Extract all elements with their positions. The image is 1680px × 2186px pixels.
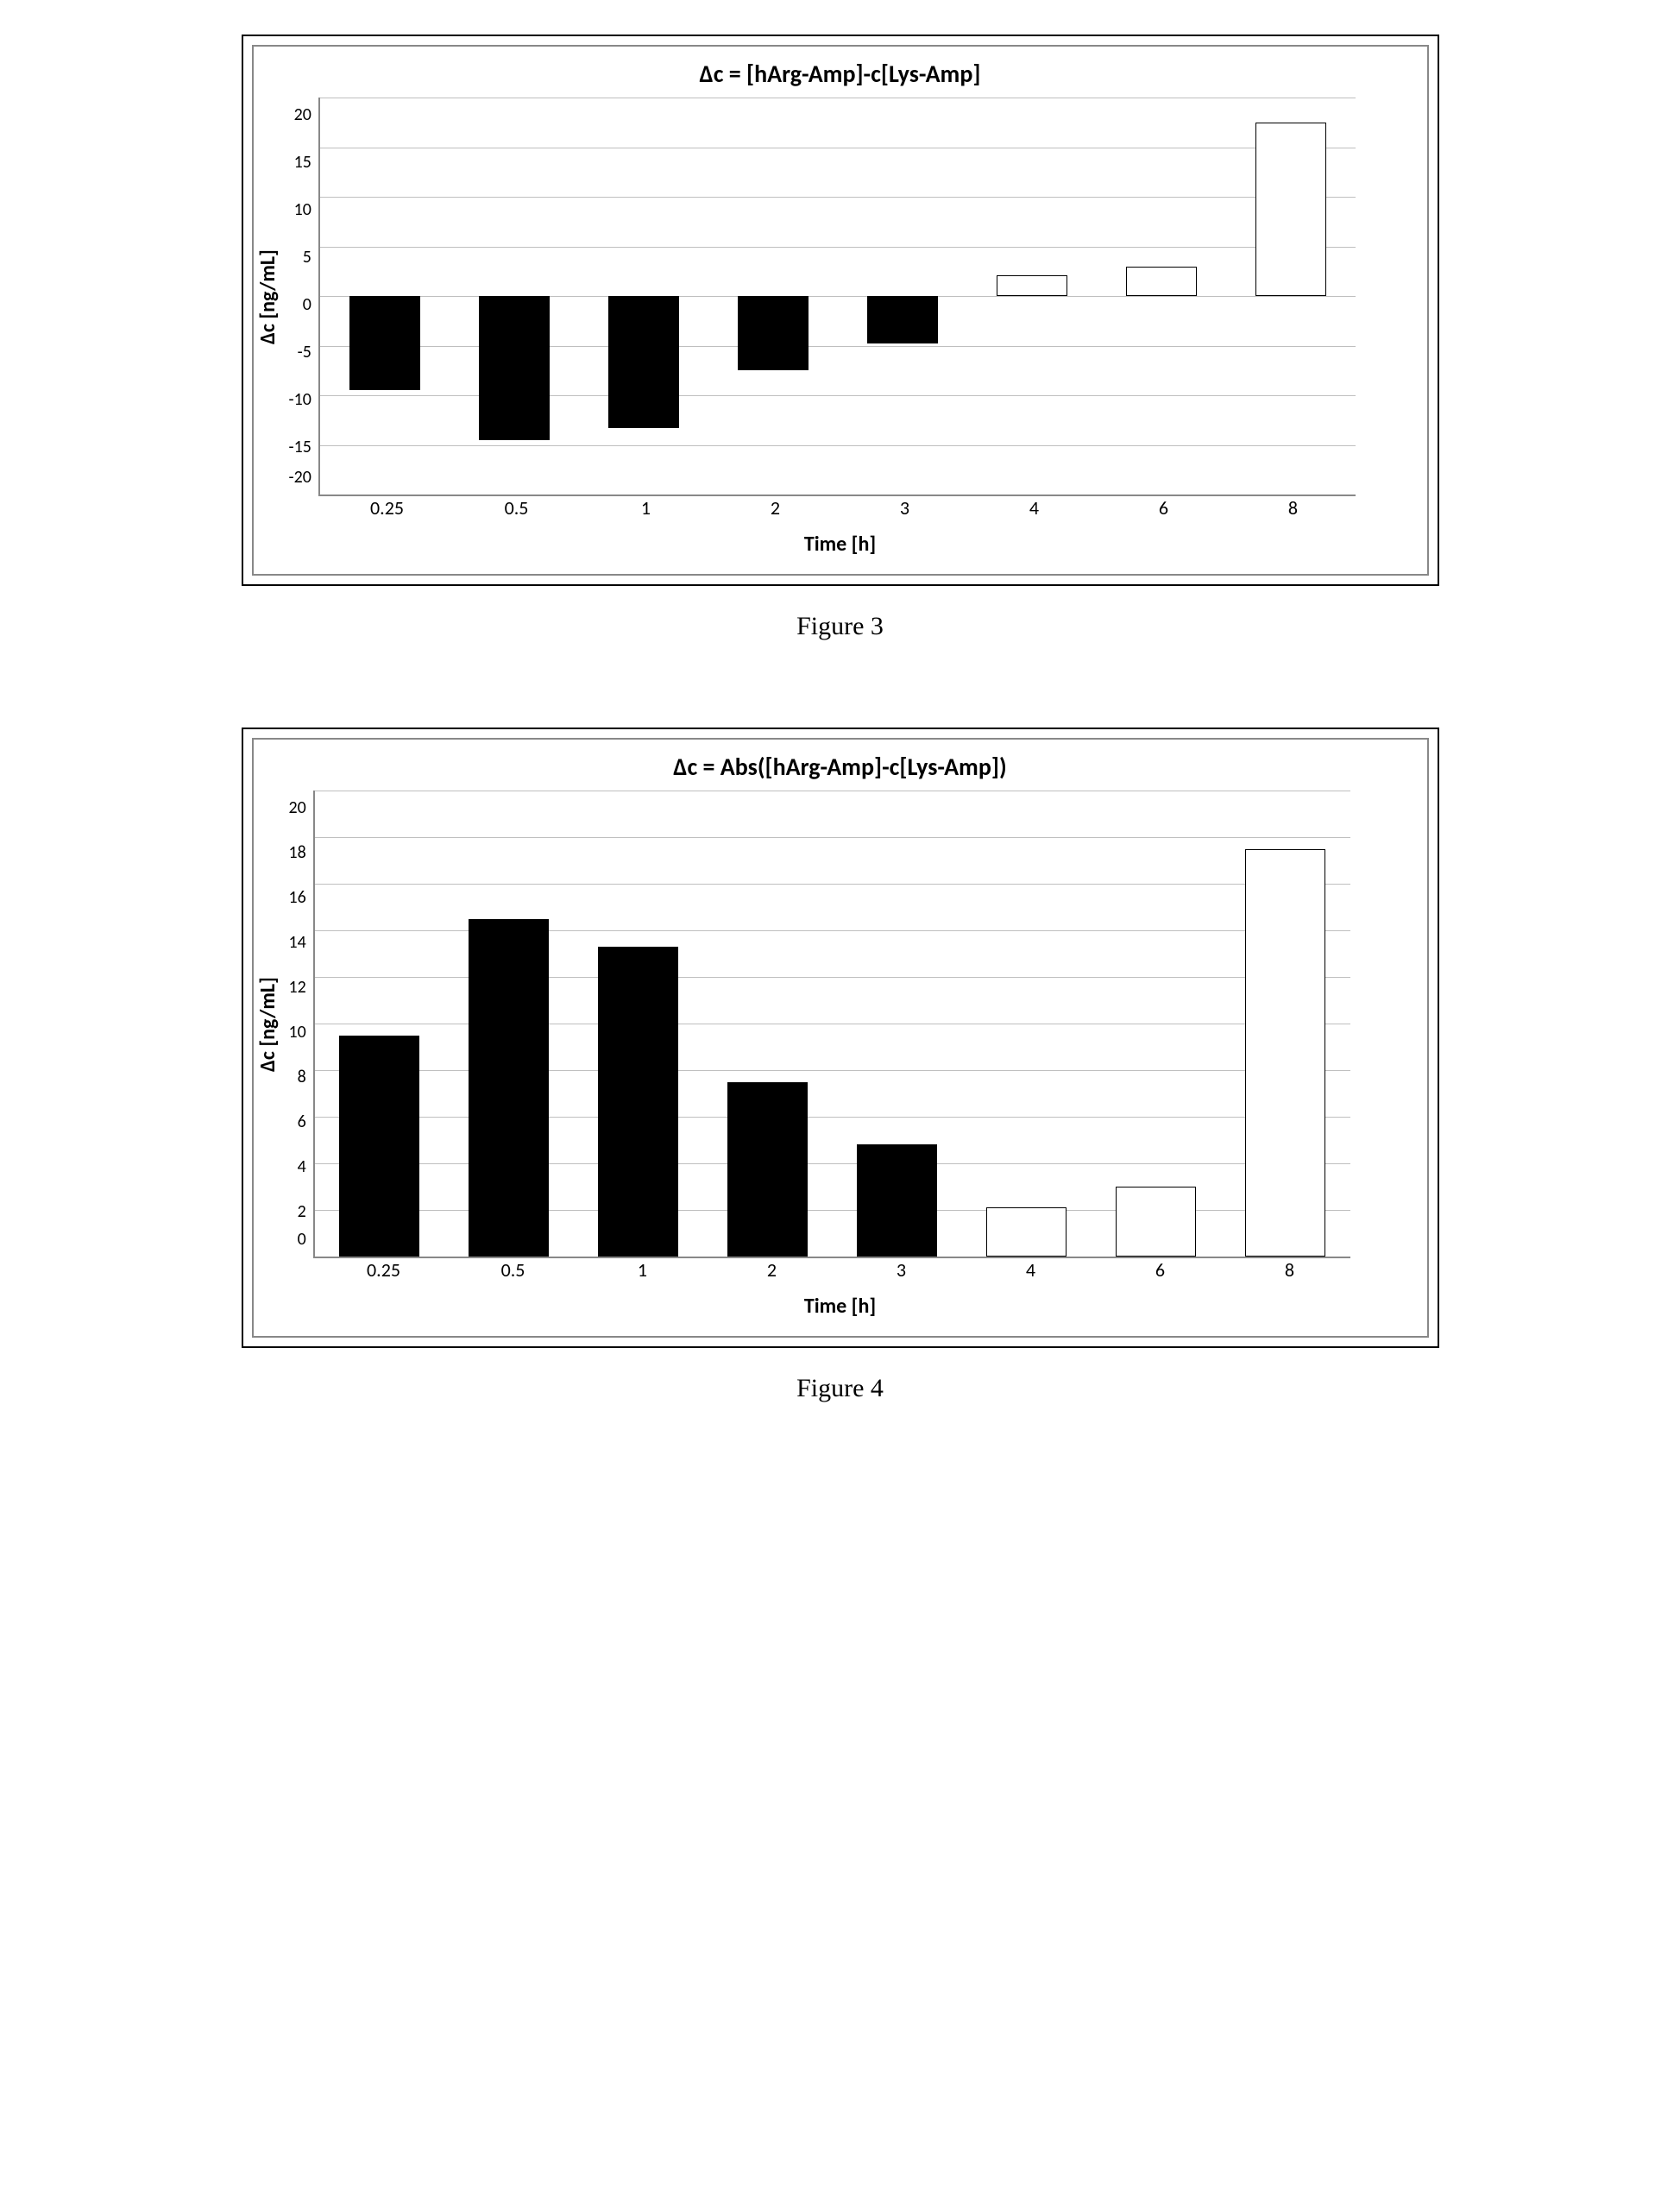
y-tick-label: 10 (289, 201, 311, 218)
chart-bar (997, 275, 1068, 296)
y-tick-label: 10 (289, 1024, 306, 1041)
plot-right-pad (1350, 791, 1368, 1258)
y-tick-label: 0 (289, 1231, 306, 1248)
figure-caption: Figure 3 (796, 612, 884, 641)
y-tick-label: 16 (289, 889, 306, 906)
x-tick-label: 1 (582, 496, 711, 520)
grid-line (315, 837, 1350, 838)
chart-bar (986, 1207, 1067, 1257)
x-tick-label: 3 (837, 1258, 966, 1282)
chart-box: Δc = Abs([hArg-Amp]-c[Lys-Amp])Δc [ng/mL… (252, 738, 1429, 1338)
x-tick-label: 2 (711, 496, 840, 520)
chart-bar (598, 947, 678, 1257)
x-axis-ticks: 0.250.5123468 (319, 1258, 1355, 1282)
y-axis-ticks: 20181614121086420 (289, 791, 313, 1257)
x-axis-label: Time [h] (254, 1282, 1427, 1336)
plot-wrap: Δc [ng/mL]20 15 10 5 0 -5 -10 -15 -20 (254, 98, 1427, 496)
chart-bar (857, 1144, 937, 1257)
chart-bar (469, 919, 549, 1257)
chart-bar (727, 1082, 808, 1257)
x-tick-label: 6 (1099, 496, 1229, 520)
chart-bar (867, 296, 939, 343)
x-tick-label: 3 (840, 496, 970, 520)
chart-title: Δc = Abs([hArg-Amp]-c[Lys-Amp]) (254, 740, 1427, 791)
plot-right-pad (1356, 98, 1373, 496)
x-tick-label: 1 (578, 1258, 708, 1282)
y-tick-label: -15 (289, 438, 311, 456)
chart-bar (1245, 849, 1325, 1257)
y-tick-label: -10 (289, 391, 311, 408)
x-tick-label: 0.5 (449, 1258, 578, 1282)
y-tick-label: 18 (289, 844, 306, 861)
chart-outer-frame: Δc = Abs([hArg-Amp]-c[Lys-Amp])Δc [ng/mL… (242, 728, 1439, 1348)
y-tick-label: 20 (289, 106, 311, 123)
plot-area (313, 791, 1350, 1258)
chart-bar (479, 296, 551, 440)
grid-line (315, 884, 1350, 885)
grid-line (320, 346, 1356, 347)
y-tick-label: -5 (289, 343, 311, 361)
plot-area (318, 98, 1356, 496)
x-tick-label: 0.25 (323, 496, 452, 520)
chart-box: Δc = [hArg-Amp]-c[Lys-Amp]Δc [ng/mL]2015… (252, 45, 1429, 576)
chart-bar (608, 296, 680, 428)
x-tick-label: 6 (1096, 1258, 1225, 1282)
y-axis-ticks: 20 15 10 5 0 -5 -10 -15 -20 (289, 98, 318, 495)
chart-bar (1116, 1187, 1196, 1257)
chart-bar (1255, 123, 1327, 296)
figure-caption: Figure 4 (796, 1374, 884, 1403)
y-tick-label: -20 (289, 469, 311, 486)
x-tick-label: 8 (1225, 1258, 1355, 1282)
x-tick-label: 0.25 (319, 1258, 449, 1282)
y-tick-label: 15 (289, 154, 311, 171)
y-tick-label: 4 (289, 1158, 306, 1175)
x-row: 0.250.5123468 (254, 496, 1427, 520)
figure-block: Δc = Abs([hArg-Amp]-c[Lys-Amp])Δc [ng/mL… (242, 728, 1439, 1403)
x-tick-label: 2 (708, 1258, 837, 1282)
chart-bar (339, 1036, 419, 1257)
y-tick-label: 5 (289, 249, 311, 266)
x-tick-label: 8 (1229, 496, 1358, 520)
chart-bar (1126, 267, 1198, 297)
y-axis-label: Δc [ng/mL] (254, 791, 289, 1258)
spacer (254, 1258, 285, 1282)
spacer (285, 496, 323, 520)
figure-block: Δc = [hArg-Amp]-c[Lys-Amp]Δc [ng/mL]2015… (242, 35, 1439, 641)
chart-bar (738, 296, 809, 370)
y-tick-label: 8 (289, 1068, 306, 1086)
y-tick-label: 6 (289, 1113, 306, 1131)
spacer (254, 496, 285, 520)
x-axis-label: Time [h] (254, 520, 1427, 574)
grid-line (320, 296, 1356, 297)
chart-title: Δc = [hArg-Amp]-c[Lys-Amp] (254, 47, 1427, 98)
plot-wrap: Δc [ng/mL]20181614121086420 (254, 791, 1427, 1258)
spacer (285, 1258, 319, 1282)
grid-line (320, 197, 1356, 198)
y-axis-label: Δc [ng/mL] (254, 98, 289, 496)
chart-bar (349, 296, 421, 390)
page-root: Δc = [hArg-Amp]-c[Lys-Amp]Δc [ng/mL]2015… (242, 35, 1439, 1403)
y-tick-label: 20 (289, 799, 306, 816)
x-axis-ticks: 0.250.5123468 (323, 496, 1358, 520)
y-tick-label: 0 (289, 296, 311, 313)
grid-line (320, 247, 1356, 248)
x-tick-label: 0.5 (452, 496, 582, 520)
y-tick-label: 2 (289, 1203, 306, 1220)
x-row: 0.250.5123468 (254, 1258, 1427, 1282)
grid-line (320, 445, 1356, 446)
x-tick-label: 4 (966, 1258, 1096, 1282)
chart-outer-frame: Δc = [hArg-Amp]-c[Lys-Amp]Δc [ng/mL]2015… (242, 35, 1439, 586)
grid-line (320, 395, 1356, 396)
x-tick-label: 4 (970, 496, 1099, 520)
y-tick-label: 12 (289, 979, 306, 996)
y-tick-label: 14 (289, 934, 306, 951)
